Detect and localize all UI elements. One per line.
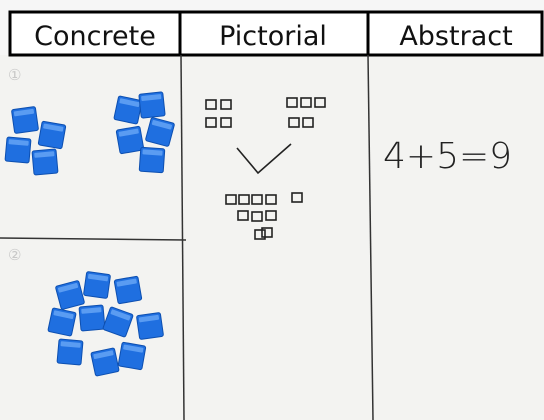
cube-top	[118, 128, 139, 137]
drawn-square	[314, 97, 326, 108]
cube	[47, 307, 77, 337]
cube	[90, 347, 120, 377]
cube	[138, 146, 166, 174]
step-number: ①	[8, 66, 21, 84]
cube-top	[34, 151, 55, 158]
drawn-square	[300, 97, 312, 108]
cube	[31, 148, 59, 176]
cube-top	[60, 341, 81, 348]
column-title: Concrete	[34, 21, 156, 52]
drawn-square	[251, 211, 263, 222]
cube-top	[57, 282, 79, 293]
cube	[11, 106, 39, 134]
cube	[55, 280, 85, 310]
cube	[117, 341, 147, 371]
cube-top	[8, 139, 29, 146]
cube	[115, 125, 145, 155]
cube-top	[141, 94, 162, 101]
drawn-square	[205, 99, 217, 110]
drawn-square	[205, 117, 217, 128]
cube-top	[53, 310, 74, 320]
drawn-square	[238, 194, 250, 205]
cube	[4, 136, 32, 164]
drawn-square	[225, 194, 237, 205]
step-number: ②	[8, 246, 21, 264]
cube-top	[43, 123, 64, 132]
cube	[78, 304, 106, 332]
drawn-square	[251, 194, 263, 205]
cube-top	[87, 273, 109, 282]
drawn-square	[220, 99, 232, 110]
cube	[138, 91, 166, 119]
cubes	[4, 91, 175, 377]
cube	[83, 271, 111, 299]
drawn-square	[288, 117, 300, 128]
drawn-square	[254, 229, 266, 240]
cube-top	[138, 314, 160, 323]
cube-top	[13, 108, 35, 117]
cube-top	[93, 350, 114, 360]
cube	[113, 275, 143, 305]
drawn-square	[265, 194, 277, 205]
drawn-square	[220, 117, 232, 128]
cube-top	[123, 344, 144, 353]
cube	[37, 120, 67, 150]
row-line	[0, 237, 187, 241]
pictorial-drawing	[205, 97, 326, 240]
cube-top	[142, 149, 163, 156]
cube-top	[81, 307, 102, 314]
cube	[136, 312, 164, 340]
drawn-square	[291, 192, 303, 203]
column-line	[367, 54, 374, 420]
cube	[102, 306, 134, 338]
drawn-square	[265, 210, 277, 221]
join-mark	[236, 143, 292, 175]
column-title: Pictorial	[219, 21, 327, 52]
drawn-square	[302, 117, 314, 128]
cube-top	[119, 98, 140, 108]
cube	[113, 95, 143, 125]
cube	[145, 117, 175, 147]
drawn-square	[286, 97, 298, 108]
drawn-square	[237, 210, 249, 221]
cube-top	[116, 278, 137, 287]
cube	[56, 338, 84, 366]
cube-top	[110, 309, 131, 321]
cube-top	[151, 119, 173, 130]
column-line	[180, 54, 185, 420]
header-row	[8, 10, 544, 57]
drawn-square	[261, 227, 273, 238]
column-title: Abstract	[399, 21, 512, 52]
equation: 4+5=9	[383, 136, 512, 177]
